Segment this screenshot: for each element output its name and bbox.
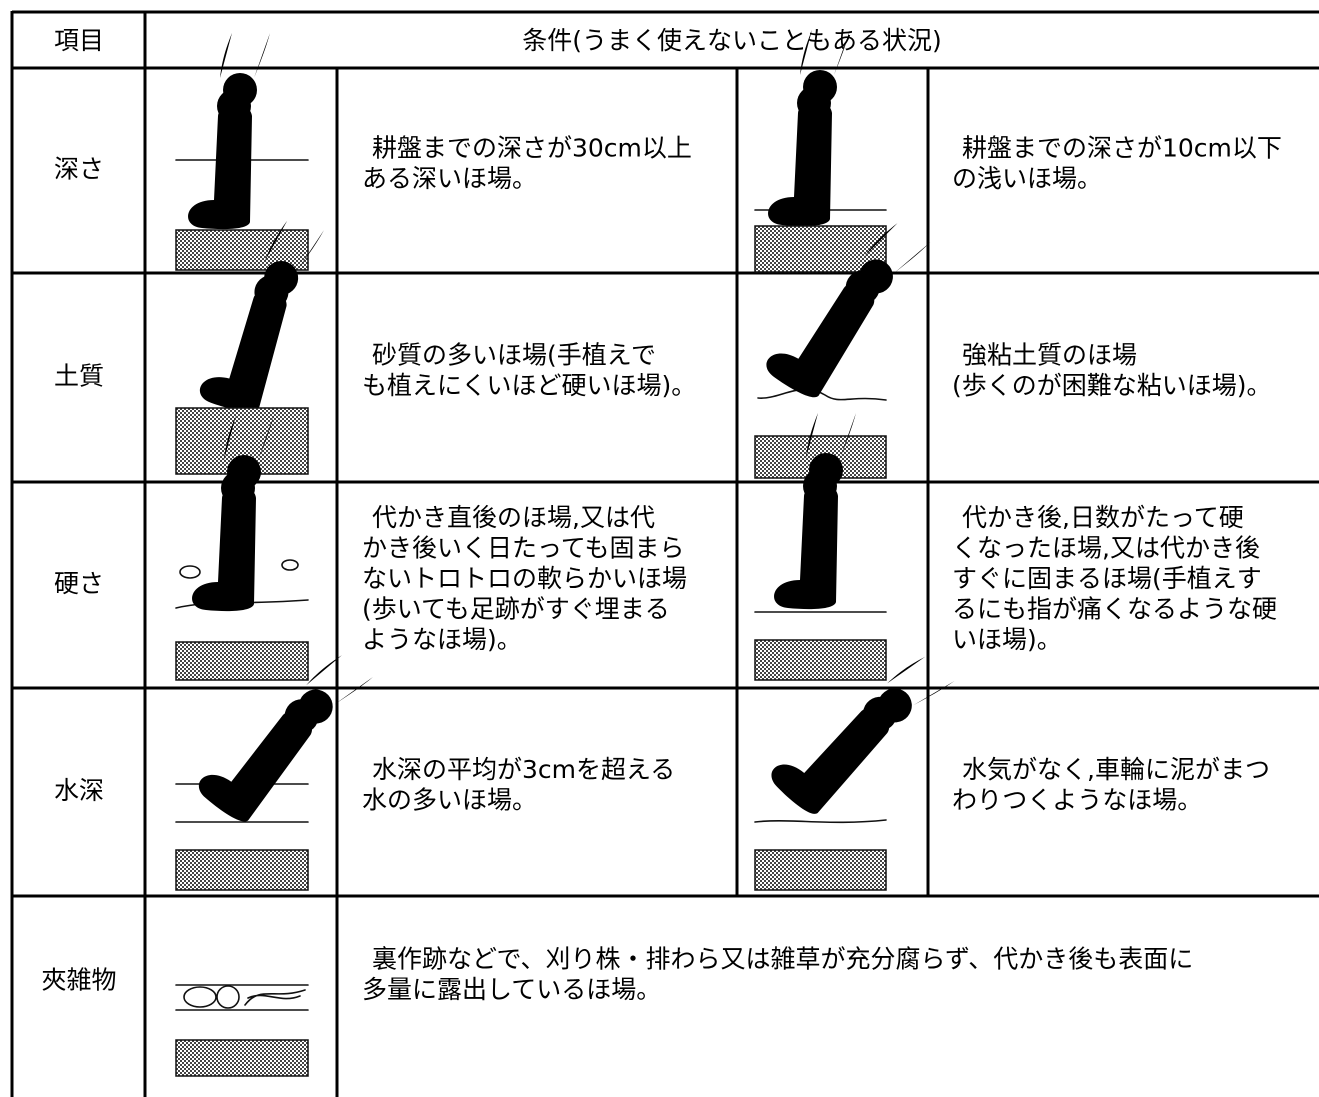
condition-text: の浅いほ場。	[952, 164, 1102, 193]
condition-text: も植えにくいほど硬いほ場)。	[362, 371, 696, 400]
condition-text: るにも指が痛くなるような硬	[952, 595, 1277, 624]
condition-text: いほ場)。	[952, 625, 1062, 654]
condition-text: 代かき後,日数がたって硬	[962, 503, 1244, 532]
condition-text: すぐに固まるほ場(手植えす	[952, 564, 1262, 593]
header-cell: 条件(うまく使えないこともある状況)	[522, 26, 942, 55]
item-label: 夾雑物	[41, 966, 116, 995]
condition-text: ようなほ場)。	[362, 625, 522, 654]
item-label: 深さ	[54, 155, 104, 184]
item-label: 土質	[54, 362, 104, 391]
condition-text: 裏作跡などで、刈り株・排わら又は雑草が充分腐らず、代かき後も表面に	[372, 945, 1193, 974]
condition-text: 耕盤までの深さが10cm以下	[962, 134, 1282, 163]
condition-text: わりつくようなほ場。	[952, 786, 1202, 815]
header-cell: 項目	[54, 26, 104, 55]
condition-text: 水の多いほ場。	[362, 786, 537, 815]
condition-text: (歩いても足跡がすぐ埋まる	[362, 595, 670, 624]
condition-text: 水深の平均が3cmを超える	[372, 755, 675, 784]
item-label: 水深	[54, 776, 104, 805]
condition-text: (歩くのが困難な粘いほ場)。	[952, 371, 1272, 400]
condition-text: 多量に露出しているほ場。	[362, 975, 661, 1004]
condition-text: 強粘土質のほ場	[962, 341, 1137, 370]
illustrations	[175, 30, 955, 1077]
condition-text: くなったほ場,又は代かき後	[952, 534, 1260, 563]
condition-text: かき後いく日たっても固まら	[362, 534, 685, 563]
condition-text: 代かき直後のほ場,又は代	[372, 503, 655, 532]
condition-text: 耕盤までの深さが30cm以上	[372, 134, 692, 163]
condition-text: 水気がなく,車輪に泥がまつ	[962, 755, 1270, 784]
condition-text: ないトロトロの軟らかいほ場	[362, 564, 687, 593]
condition-text: 砂質の多いほ場(手植えで	[372, 341, 656, 370]
condition-text: ある深いほ場。	[362, 164, 537, 193]
item-label: 硬さ	[54, 569, 104, 598]
